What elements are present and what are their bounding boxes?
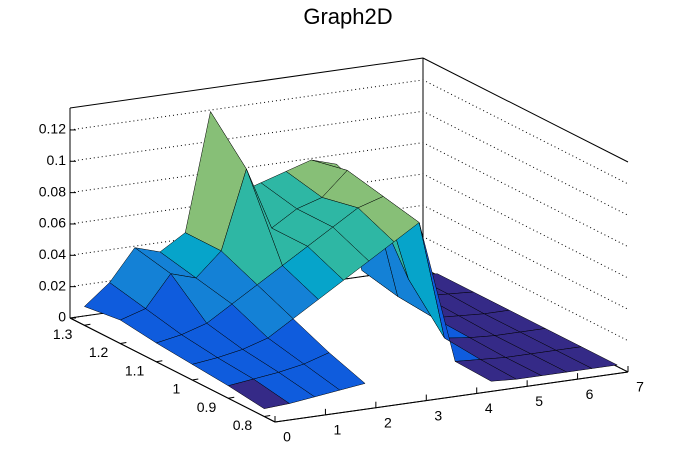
y-tick-label: 0.9 [197,399,217,415]
y-tick-label: 1 [172,381,180,397]
y-tick [120,342,127,345]
z-tick-label: 0 [58,309,66,325]
x-tick-label: 2 [384,414,392,430]
x-tick-label: 5 [535,393,543,409]
y-tick-label: 1.3 [53,326,73,342]
y-axis [69,317,276,423]
y-tick [84,323,91,326]
z-tick-label: 0.02 [39,277,66,293]
x-tick-label: 4 [485,400,493,416]
y-tick-label: 1.1 [125,362,145,378]
y-tick [156,360,163,363]
x-tick-label: 1 [334,422,342,438]
grid-line [69,110,629,216]
x-tick-label: 0 [283,429,291,445]
grid-line [69,79,629,185]
y-tick [192,378,199,381]
box-edge [422,57,629,163]
x-tick-label: 6 [586,386,594,402]
z-tick-label: 0.1 [47,152,67,168]
x-axis [274,371,629,423]
grid-line [69,173,629,279]
z-tick-label: 0.08 [39,183,66,199]
z-tick-label: 0.12 [39,121,66,137]
x-tick-label: 7 [636,379,644,395]
y-tick [264,415,271,418]
surface-cell [454,359,518,382]
x-tick-label: 3 [434,407,442,423]
z-tick-label: 0.04 [39,246,66,262]
grid-line [69,204,629,310]
surface-cell [227,378,291,409]
grid-line [69,142,629,248]
y-tick [228,396,235,399]
y-tick-label: 0.8 [233,417,253,433]
z-tick-label: 0.06 [39,215,66,231]
chart-title: Graph2D [303,4,392,29]
box-edge [69,57,424,109]
y-tick-label: 1.2 [89,344,109,360]
